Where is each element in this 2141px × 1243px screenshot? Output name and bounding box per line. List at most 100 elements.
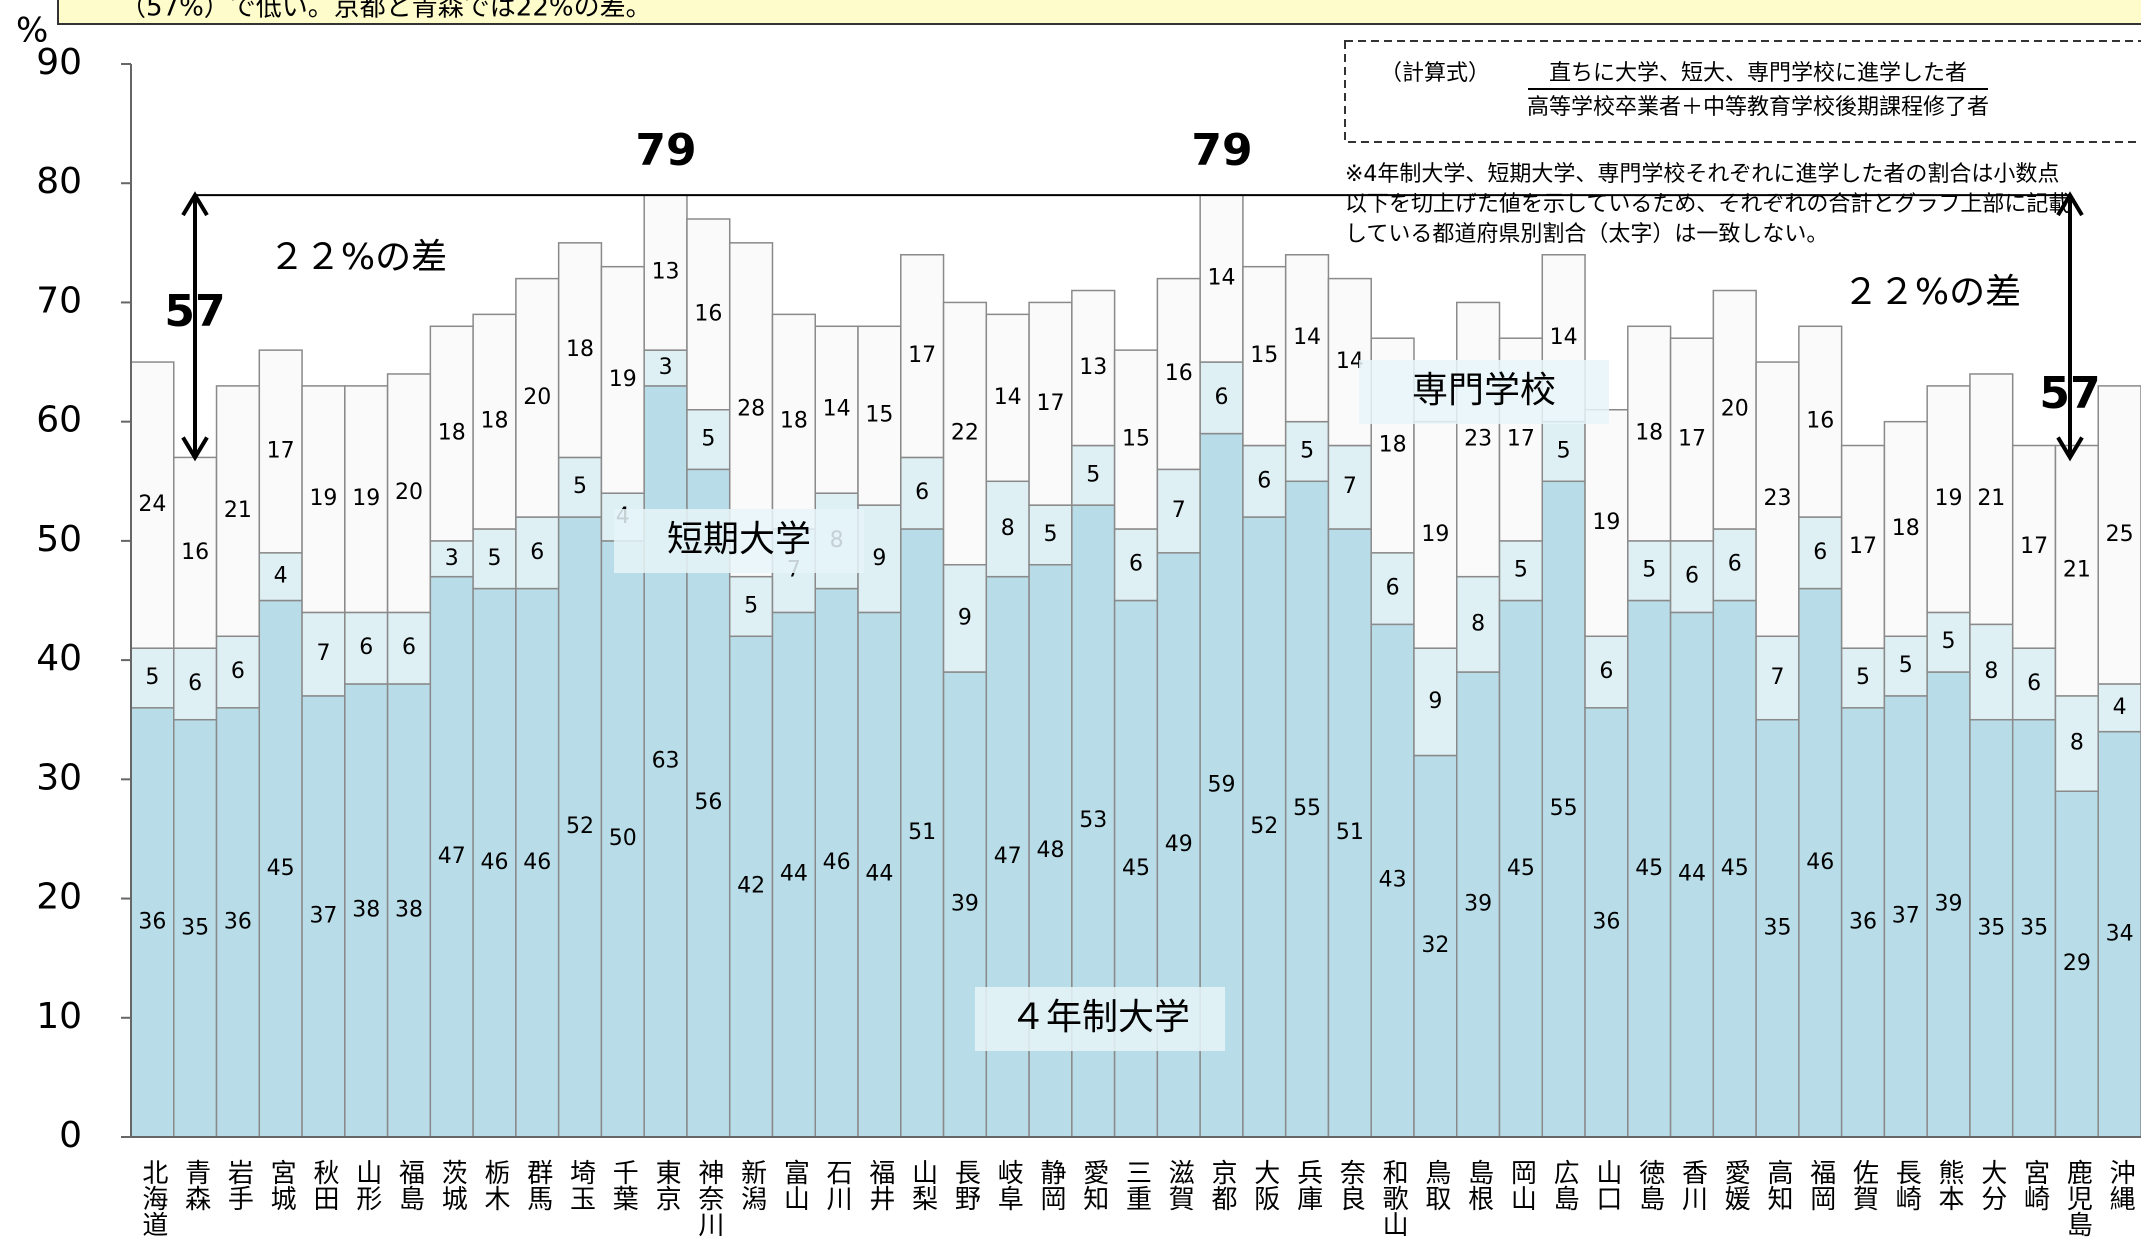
- x-tick-label: 北海道: [138, 1159, 168, 1237]
- data-label: 63: [652, 748, 680, 773]
- data-label: 45: [1507, 856, 1535, 881]
- data-label: 17: [2020, 534, 2048, 559]
- data-label: 20: [523, 385, 551, 410]
- data-label: 39: [951, 892, 979, 917]
- data-label: 45: [267, 856, 295, 881]
- data-label: 14: [1208, 266, 1236, 291]
- data-label: 47: [994, 844, 1022, 869]
- bar-segment: [258, 349, 303, 554]
- bar-segment: [344, 385, 389, 614]
- data-label: 36: [1849, 909, 1877, 934]
- x-tick-label: 徳島: [1635, 1159, 1665, 1211]
- data-label: 8: [2070, 731, 2084, 756]
- bar-segment: [985, 313, 1030, 483]
- formula-denominator: 高等学校卒業者＋中等教育学校後期課程修了者: [1527, 95, 1989, 120]
- data-label: 6: [530, 540, 544, 565]
- bar-segment: [771, 611, 817, 1138]
- y-tick-label: 90: [36, 42, 82, 83]
- bar-segment: [515, 277, 560, 518]
- x-tick-label: 石川: [822, 1159, 852, 1211]
- bar-segment: [1969, 373, 2014, 626]
- data-label: 18: [1892, 516, 1920, 541]
- data-label: 36: [1592, 909, 1620, 934]
- annotation: ２２%の差: [269, 237, 447, 278]
- note-line: 以下を切上げた値を示しているため、それぞれの合計とグラフ上部に記載: [1345, 192, 2070, 217]
- data-label: 44: [780, 862, 808, 887]
- data-label: 16: [181, 540, 209, 565]
- data-label: 6: [1728, 552, 1742, 577]
- bar-segment: [1113, 349, 1159, 530]
- data-label: 19: [1421, 522, 1449, 547]
- data-label: 19: [1592, 510, 1620, 535]
- data-label: 46: [523, 850, 551, 875]
- y-tick-label: 30: [36, 757, 82, 798]
- data-label: 52: [566, 814, 594, 839]
- data-label: 9: [1428, 689, 1442, 714]
- bar-segment: [1969, 623, 2014, 721]
- data-label: 6: [1386, 576, 1400, 601]
- x-tick-label: 千葉: [608, 1159, 638, 1211]
- bar-segment: [1840, 444, 1886, 649]
- x-tick-label: 山口: [1592, 1159, 1622, 1211]
- data-label: 39: [1464, 892, 1492, 917]
- data-label: 36: [224, 909, 252, 934]
- data-label: 43: [1379, 868, 1407, 893]
- x-tick-label: 京都: [1207, 1159, 1237, 1211]
- x-tick-label: 福井: [865, 1159, 895, 1211]
- data-label: 9: [872, 546, 886, 571]
- data-label: 5: [1086, 462, 1100, 487]
- data-label: 8: [1471, 611, 1485, 636]
- data-label: 5: [1856, 665, 1870, 690]
- bar-segment: [1798, 516, 1843, 590]
- x-tick-label: 沖縄: [2105, 1159, 2135, 1211]
- data-label: 7: [1770, 665, 1784, 690]
- data-label: 5: [145, 665, 159, 690]
- bar-segment: [2054, 444, 2099, 697]
- data-label: 5: [1514, 558, 1528, 583]
- bar-segment: [1798, 587, 1843, 1138]
- data-label: 28: [737, 397, 765, 422]
- data-label: 6: [188, 671, 202, 696]
- data-label: 5: [1899, 653, 1913, 678]
- x-tick-label: 長野: [950, 1159, 980, 1211]
- data-label: 17: [1849, 534, 1877, 559]
- y-tick-label: 70: [36, 280, 82, 321]
- bar-segment: [728, 635, 774, 1138]
- x-tick-label: 山形: [352, 1159, 382, 1211]
- y-tick-label: 80: [36, 161, 82, 202]
- series-label-bg: [1359, 360, 1609, 424]
- annotation: 79: [635, 125, 696, 176]
- x-tick-label: 鹿児島: [2062, 1159, 2092, 1237]
- data-label: 6: [1129, 552, 1143, 577]
- x-tick-label: 香川: [1677, 1159, 1707, 1211]
- data-label: 5: [701, 427, 715, 452]
- data-label: 23: [1763, 486, 1791, 511]
- series-label-bg: [614, 509, 864, 573]
- data-label: 16: [1165, 361, 1193, 386]
- header-box: [57, 0, 2141, 25]
- data-label: 35: [181, 915, 209, 940]
- data-label: 4: [2113, 695, 2127, 720]
- data-label: 17: [1036, 391, 1064, 416]
- bar-segment: [1755, 718, 1800, 1138]
- data-label: 6: [1215, 385, 1229, 410]
- data-label: 3: [445, 546, 459, 571]
- data-label: 35: [2020, 915, 2048, 940]
- data-label: 5: [744, 593, 758, 618]
- data-label: 19: [1935, 486, 1963, 511]
- x-tick-label: 熊本: [1934, 1159, 1964, 1211]
- x-tick-label: 高知: [1763, 1159, 1793, 1211]
- data-label: 24: [138, 492, 166, 517]
- x-tick-label: 滋賀: [1164, 1159, 1194, 1211]
- series-label: 専門学校: [1412, 370, 1556, 411]
- annotation: 57: [164, 286, 225, 337]
- bar-segment: [1798, 325, 1843, 518]
- data-label: 16: [694, 301, 722, 326]
- x-tick-label: 宮城: [266, 1159, 296, 1211]
- data-label: 59: [1208, 772, 1236, 797]
- data-label: 18: [481, 409, 509, 434]
- data-label: 50: [609, 826, 637, 851]
- data-label: 22: [951, 421, 979, 446]
- annotation: 57: [2039, 368, 2100, 419]
